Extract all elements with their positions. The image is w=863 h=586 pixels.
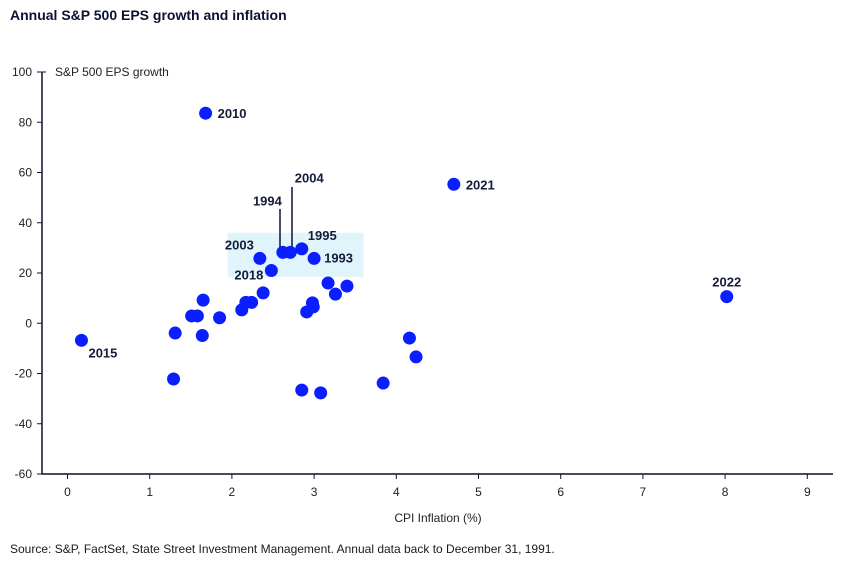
data-point: [402, 331, 416, 345]
point-label-2018: 2018: [234, 267, 263, 282]
y-tick-label: 80: [19, 115, 33, 129]
y-tick-label: -60: [15, 467, 33, 481]
y-tick-label: 100: [12, 65, 32, 79]
data-point: [185, 309, 199, 323]
data-point: [264, 263, 278, 277]
data-point: [409, 350, 423, 364]
x-tick-label: 9: [804, 485, 811, 499]
point-label-2003: 2003: [225, 237, 254, 252]
x-tick-label: 0: [64, 485, 71, 499]
y-tick-label: 20: [19, 266, 33, 280]
chart-title: Annual S&P 500 EPS growth and inflation: [10, 7, 287, 23]
x-tick-label: 6: [557, 485, 564, 499]
data-point: [295, 242, 309, 256]
point-label-1995: 1995: [308, 228, 337, 243]
x-tick-label: 7: [640, 485, 647, 499]
x-tick-label: 1: [146, 485, 153, 499]
data-point: [300, 305, 314, 319]
data-point: [720, 290, 734, 304]
data-point: [307, 251, 321, 265]
data-point: [213, 311, 227, 325]
y-tick-label: -20: [15, 367, 33, 381]
data-point: [256, 286, 270, 300]
y-tick-label: 0: [25, 316, 32, 330]
point-label-2010: 2010: [218, 106, 247, 121]
data-point: [314, 386, 328, 400]
point-label-2004: 2004: [295, 170, 325, 185]
data-point: [447, 177, 461, 191]
data-point: [235, 303, 249, 317]
y-tick-label: 60: [19, 166, 33, 180]
x-tick-label: 4: [393, 485, 400, 499]
data-point: [295, 383, 309, 397]
data-point: [195, 329, 209, 343]
x-axis-label: CPI Inflation (%): [394, 511, 481, 525]
point-label-1993: 1993: [324, 250, 353, 265]
data-point: [283, 245, 297, 259]
data-point: [199, 106, 213, 120]
point-label-2021: 2021: [466, 177, 495, 192]
point-label-2015: 2015: [88, 345, 117, 360]
y-tick-label: -40: [15, 417, 33, 431]
data-point: [340, 279, 354, 293]
data-point: [167, 372, 181, 386]
data-point: [196, 293, 210, 307]
x-tick-label: 5: [475, 485, 482, 499]
y-axis-label: S&P 500 EPS growth: [55, 65, 169, 79]
point-label-2022: 2022: [712, 275, 741, 290]
data-point: [376, 376, 390, 390]
x-tick-label: 2: [229, 485, 236, 499]
x-tick-label: 3: [311, 485, 318, 499]
data-point: [168, 326, 182, 340]
x-tick-label: 8: [722, 485, 729, 499]
point-label-1994: 1994: [253, 193, 283, 208]
data-point: [74, 333, 88, 347]
source-note: Source: S&P, FactSet, State Street Inves…: [10, 542, 555, 556]
data-point: [321, 276, 335, 290]
data-point: [328, 287, 342, 301]
data-point: [253, 251, 267, 265]
y-tick-label: 40: [19, 216, 33, 230]
